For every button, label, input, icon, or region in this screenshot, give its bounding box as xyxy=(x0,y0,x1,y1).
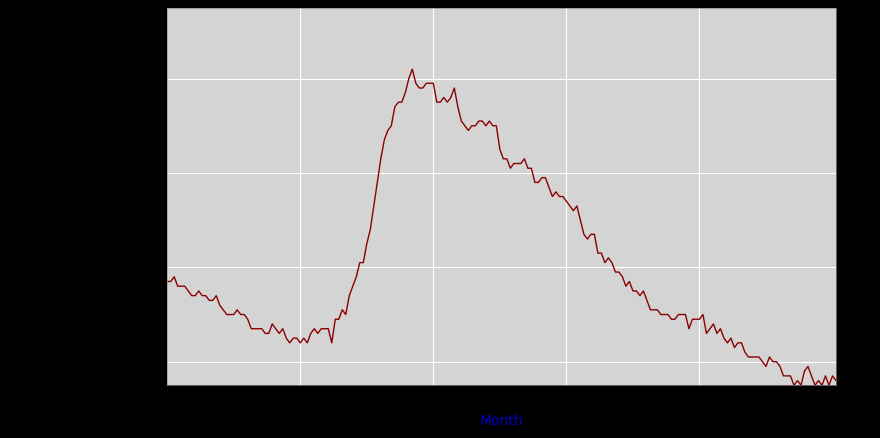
Text: Month: Month xyxy=(480,413,524,427)
